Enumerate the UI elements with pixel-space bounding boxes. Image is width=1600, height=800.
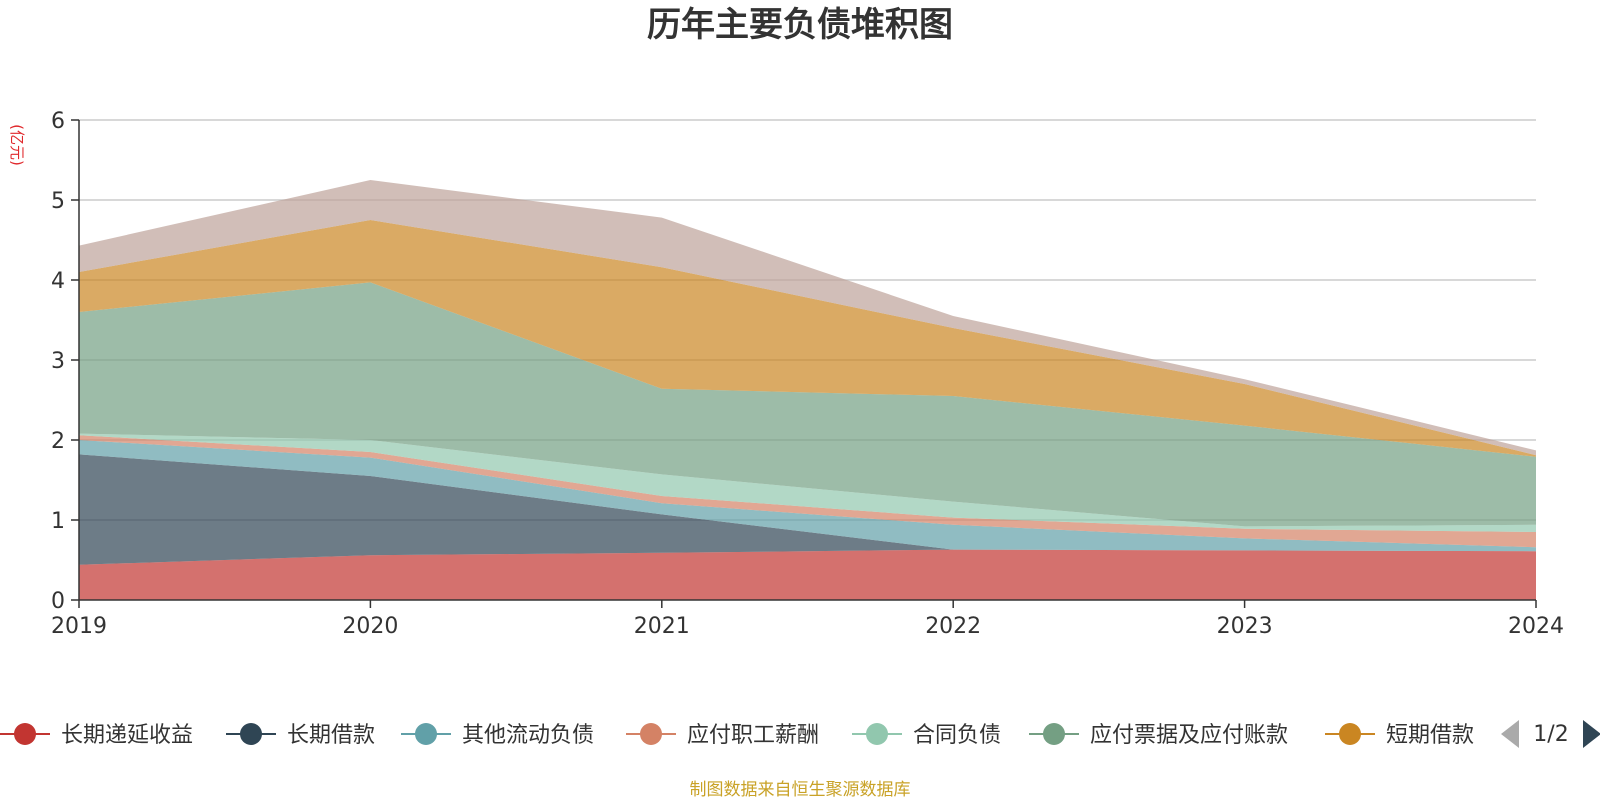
legend: 长期递延收益 长期借款 其他流动负债 应付职工薪酬 合同负债 应付票据及应付账款 短期借款 [0,723,1474,748]
legend-marker [866,723,888,745]
x-tick-label: 2022 [925,614,981,639]
triangle-left-icon[interactable] [1501,720,1519,748]
y-tick-label: 3 [51,349,65,374]
series-area-4 [79,433,1536,532]
y-tick-label: 4 [51,269,65,294]
legend-label: 应付票据及应付账款 [1090,723,1288,748]
legend-item[interactable]: 长期递延收益 [0,723,193,748]
triangle-right-icon[interactable] [1583,720,1600,748]
legend-label: 其他流动负债 [462,723,594,748]
legend-item[interactable]: 短期借款 [1325,723,1474,748]
y-axis-unit-label: (亿元) [8,124,26,166]
legend-label: 长期借款 [287,723,375,748]
legend-pager: 1/2 [1501,720,1600,748]
legend-marker [415,723,437,745]
legend-marker [1339,723,1361,745]
y-tick-label: 6 [51,109,65,134]
x-tick-label: 2023 [1217,614,1273,639]
x-tick-label: 2024 [1508,614,1564,639]
series-area-1 [79,454,1536,565]
data-source-note: 制图数据来自恒生聚源数据库 [690,780,911,800]
legend-item[interactable]: 长期借款 [226,723,375,748]
x-tick-label: 2019 [51,614,107,639]
series-area-5 [79,282,1536,527]
legend-item[interactable]: 应付职工薪酬 [626,723,819,748]
legend-marker [1043,723,1065,745]
legend-marker [640,723,662,745]
x-tick-label: 2020 [342,614,398,639]
x-tick-label: 2021 [634,614,690,639]
legend-label: 长期递延收益 [61,723,193,748]
legend-label: 合同负债 [913,723,1001,748]
legend-marker [14,723,36,745]
legend-label: 应付职工薪酬 [687,723,819,748]
y-tick-label: 1 [51,509,65,534]
y-tick-label: 2 [51,429,65,454]
series-area-3 [79,435,1536,548]
series-area-2 [79,440,1536,552]
y-tick-label: 0 [51,589,65,614]
chart-title: 历年主要负债堆积图 [647,5,953,45]
y-tick-label: 5 [51,189,65,214]
legend-page-indicator: 1/2 [1533,722,1568,747]
legend-marker [240,723,262,745]
area-series [79,180,1536,600]
legend-item[interactable]: 应付票据及应付账款 [1029,723,1288,748]
legend-item[interactable]: 其他流动负债 [401,723,594,748]
series-area-6 [79,220,1536,457]
series-area-0 [79,549,1536,600]
legend-item[interactable]: 合同负债 [852,723,1001,748]
legend-label: 短期借款 [1386,723,1474,748]
axes: 0 1 2 3 4 5 6 2019 2020 2021 2022 2023 2024 [51,109,1564,639]
